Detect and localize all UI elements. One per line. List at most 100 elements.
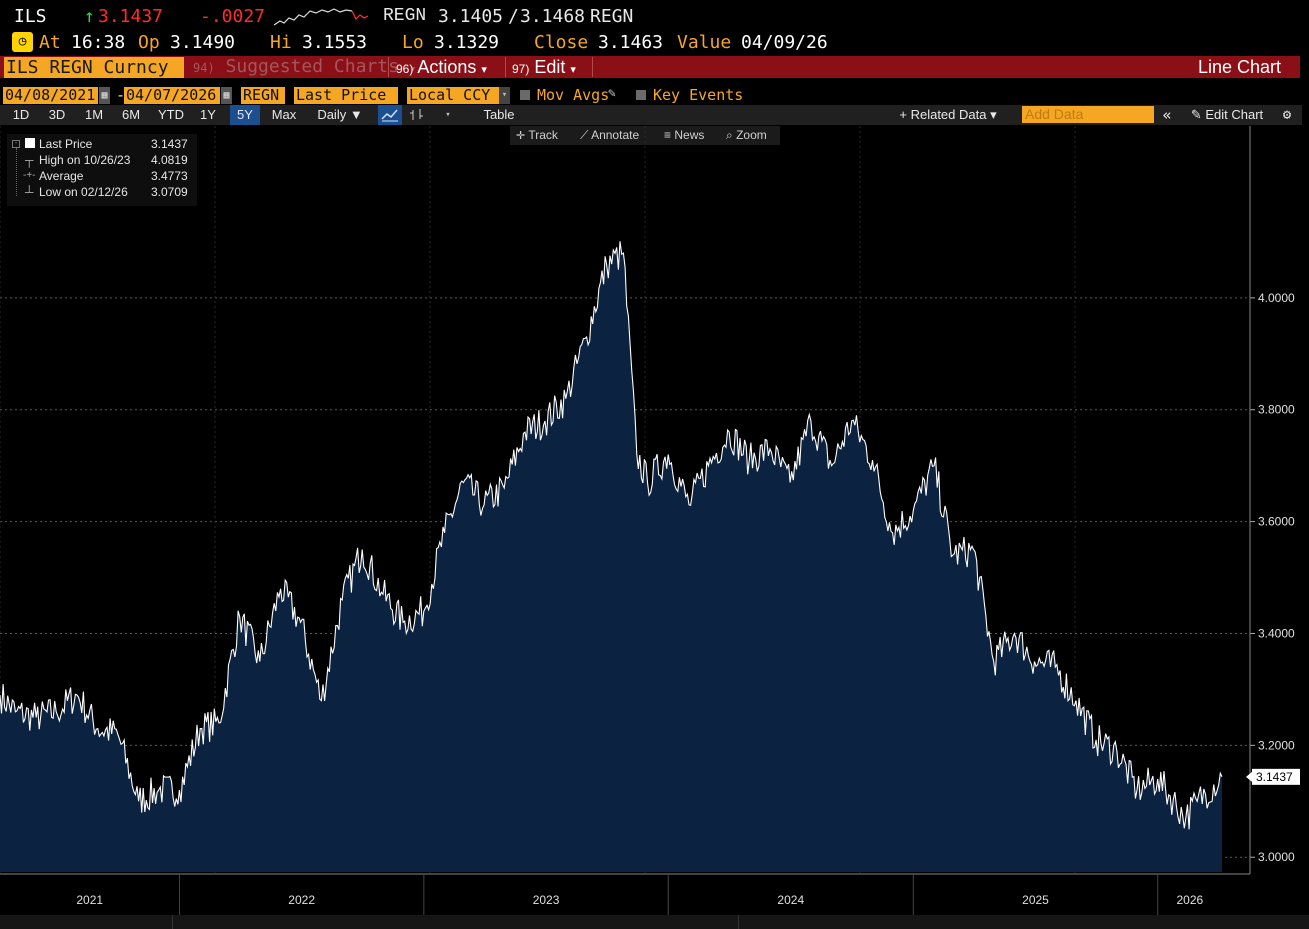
legend-high-value: 4.0819 — [151, 153, 188, 167]
period-button-1y[interactable]: 1Y — [200, 107, 216, 122]
legend-avg-label: Average — [39, 169, 84, 183]
start-date-field[interactable]: 04/08/2021 — [3, 87, 98, 104]
line-chart-icon[interactable] — [378, 105, 402, 125]
divider — [172, 915, 173, 929]
track-label: Track — [528, 128, 558, 142]
edit-chart-button[interactable]: ✎ Edit Chart — [1181, 105, 1273, 125]
price-line — [0, 241, 1223, 830]
annotate-label: Annotate — [591, 128, 640, 142]
table-button[interactable]: Table — [483, 107, 515, 122]
suggested-label: Suggested Charts — [225, 56, 399, 77]
pencil-icon[interactable]: ✎ — [608, 86, 616, 101]
last-price-tag — [1252, 768, 1300, 785]
value-date: 04/09/26 — [741, 32, 828, 53]
price-chart[interactable]: 3.0000 3.2000 3.4000 3.6000 3.8000 4.0000 202… — [0, 126, 1309, 915]
suggested-charts-button[interactable]: 94) Suggested Charts ▾ — [193, 56, 416, 78]
ticker-field[interactable]: ILS REGN Curncy — [4, 57, 184, 78]
ask-price: 3.1468 — [520, 6, 586, 27]
line-draw-icon: ⟋ — [580, 128, 589, 142]
period-button-1m[interactable]: 1M — [84, 107, 104, 122]
currency-selector[interactable]: Local CCY — [407, 87, 499, 104]
news-tool[interactable]: ≡ News — [664, 126, 704, 145]
close-label: Close — [534, 32, 589, 53]
average-marker-icon: -+- — [23, 170, 36, 181]
edit-button[interactable]: 97) Edit ▾ — [512, 56, 576, 78]
actions-button[interactable]: 96) Actions ▾ — [396, 56, 487, 78]
security-symbol: ILS — [14, 6, 47, 27]
collapse-icon[interactable]: « — [1162, 106, 1172, 124]
add-data-input[interactable]: Add Data — [1022, 106, 1154, 123]
calendar-icon[interactable]: ▦ — [99, 87, 110, 104]
actions-label: Actions — [417, 57, 477, 77]
high-marker-icon: ┬ — [25, 153, 34, 167]
chevron-down-icon[interactable]: ▾ — [499, 87, 510, 104]
low-price: 3.1329 — [434, 32, 500, 53]
source-field[interactable]: REGN — [241, 87, 285, 104]
mov-avgs-checkbox[interactable] — [520, 90, 530, 100]
open-label: Op — [138, 32, 160, 53]
x-tick-label: 2022 — [288, 893, 315, 907]
chevron-down-icon[interactable]: ▾ — [445, 110, 451, 120]
chart-legend[interactable]: - Last Price 3.1437 ┬ High on 10/26/23 4… — [7, 134, 197, 206]
frequency-dropdown[interactable]: Daily ▼ — [317, 107, 363, 122]
price-area — [0, 241, 1222, 873]
sparkline-icon — [273, 8, 369, 26]
divider — [388, 57, 389, 77]
legend-tree-line — [16, 148, 18, 196]
zoom-tool[interactable]: ⌕ Zoom — [726, 126, 767, 145]
divider — [592, 57, 593, 77]
annotate-tool[interactable]: ⟋ Annotate — [580, 126, 639, 145]
last-price-pointer — [1246, 771, 1252, 782]
period-button-5y[interactable]: 5Y — [230, 105, 260, 125]
bottom-panel — [0, 915, 1309, 929]
x-tick-label: 2024 — [777, 893, 804, 907]
legend-high-label: High on 10/26/23 — [39, 153, 131, 167]
x-tick-label: 2021 — [76, 893, 103, 907]
divider — [738, 915, 739, 929]
news-label: News — [674, 128, 705, 142]
legend-low-value: 3.0709 — [151, 185, 188, 199]
high-price: 3.1553 — [302, 32, 368, 53]
low-marker-icon: ┴ — [25, 185, 34, 199]
date-range-dash: - — [116, 86, 126, 104]
legend-last-label: Last Price — [39, 137, 93, 151]
up-arrow-icon: ↑ — [84, 6, 95, 27]
open-price: 3.1490 — [170, 32, 236, 53]
collapse-legend-icon[interactable]: - — [12, 140, 20, 148]
related-data-dropdown[interactable]: + Related Data ▾ — [899, 107, 997, 122]
quote-time: 16:38 — [71, 32, 126, 53]
series-swatch-icon — [25, 138, 35, 148]
chart-toolbar — [0, 105, 1302, 125]
magnifier-icon: ⌕ — [726, 128, 733, 142]
edit-num: 97) — [512, 62, 530, 76]
edit-chart-label: Edit Chart — [1205, 107, 1264, 122]
bar-chart-icon[interactable] — [404, 105, 430, 125]
period-button-max[interactable]: Max — [271, 107, 297, 122]
bid-ask-separator: / — [508, 6, 519, 27]
at-label: At — [39, 32, 61, 53]
period-button-3d[interactable]: 3D — [48, 107, 66, 122]
zoom-label: Zoom — [736, 128, 767, 142]
key-events-checkbox[interactable] — [636, 90, 646, 100]
news-icon: ≡ — [664, 128, 672, 142]
bid-price: 3.1405 — [438, 6, 504, 27]
period-button-1d[interactable]: 1D — [12, 107, 30, 122]
calendar-icon[interactable]: ▦ — [221, 87, 232, 104]
x-tick-label: 2025 — [1022, 893, 1049, 907]
track-tool[interactable]: ✛ Track — [516, 126, 558, 145]
field-selector[interactable]: Last Price — [294, 87, 398, 104]
period-button-6m[interactable]: 6M — [121, 107, 141, 122]
y-tick-label: 3.4000 — [1258, 626, 1295, 640]
low-label: Lo — [402, 32, 424, 53]
ask-source: REGN — [590, 6, 634, 27]
period-button-ytd[interactable]: YTD — [158, 107, 184, 122]
last-price-tag-label: 3.1437 — [1256, 770, 1293, 784]
legend-low-label: Low on 02/12/26 — [39, 185, 128, 199]
legend-avg-value: 3.4773 — [151, 169, 188, 183]
divider — [505, 57, 506, 77]
end-date-field[interactable]: 04/07/2026 — [124, 87, 220, 104]
pencil-icon: ✎ — [1190, 107, 1202, 122]
y-tick-label: 3.6000 — [1258, 515, 1295, 529]
gear-icon[interactable]: ⚙ — [1282, 107, 1292, 123]
key-events-label: Key Events — [653, 86, 744, 104]
